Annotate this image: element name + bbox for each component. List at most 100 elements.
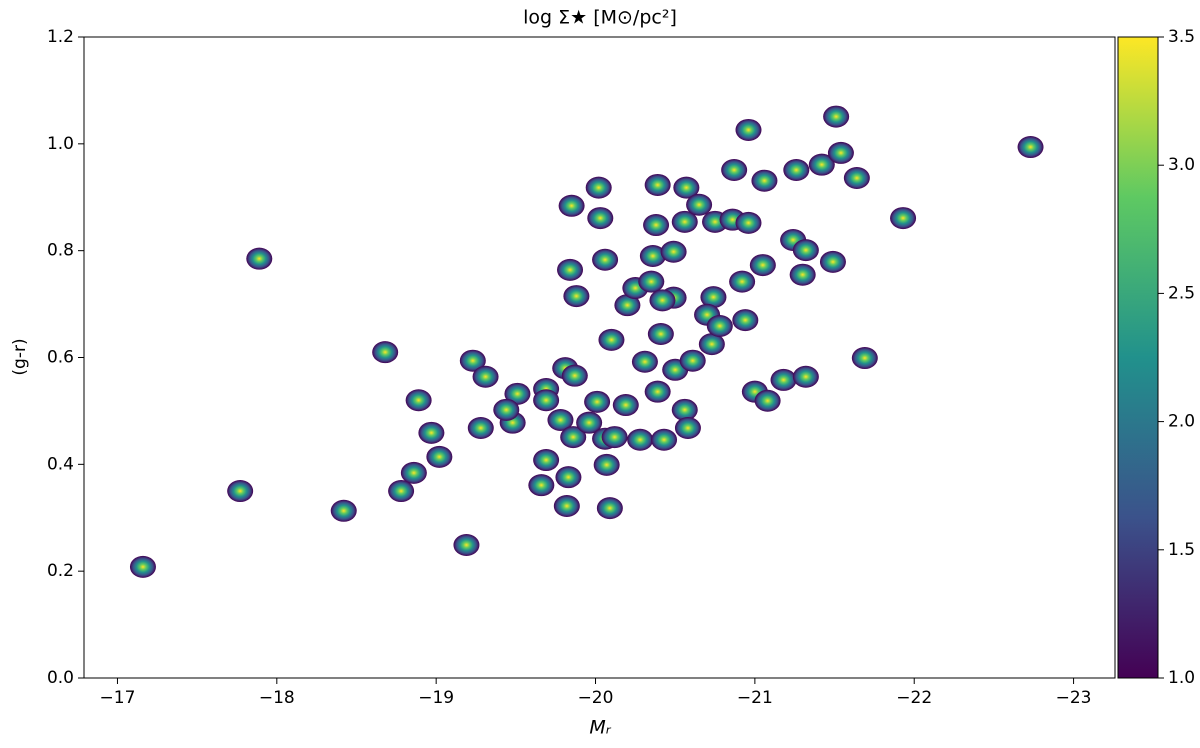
galaxy <box>647 322 674 345</box>
galaxy <box>651 428 678 451</box>
galaxy <box>732 309 759 332</box>
galaxy <box>679 349 706 372</box>
galaxy <box>819 250 846 273</box>
galaxy <box>584 390 611 413</box>
galaxy <box>493 398 520 421</box>
galaxy <box>453 533 480 556</box>
colorbar-tick-label: 3.5 <box>1168 27 1195 47</box>
galaxy <box>129 555 156 578</box>
galaxy <box>851 347 878 370</box>
galaxy <box>533 449 560 472</box>
galaxy <box>649 289 676 312</box>
galaxy <box>754 389 781 412</box>
galaxy <box>372 341 399 364</box>
plot-frame <box>83 36 1116 679</box>
y-tick-label: 0.2 <box>47 561 74 581</box>
galaxy <box>459 349 486 372</box>
galaxy <box>598 328 625 351</box>
galaxy <box>596 497 623 520</box>
galaxy <box>789 263 816 286</box>
galaxy <box>418 421 445 444</box>
galaxy <box>631 350 658 373</box>
x-tick-label: −19 <box>418 688 454 708</box>
galaxy <box>553 494 580 517</box>
colorbar-tick-label: 1.0 <box>1168 668 1195 688</box>
galaxy <box>644 173 671 196</box>
galaxy <box>700 286 727 309</box>
galaxy <box>735 211 762 234</box>
y-tick-label: 1.2 <box>47 27 74 47</box>
galaxy <box>792 365 819 388</box>
galaxy <box>1017 136 1044 159</box>
galaxy <box>400 461 427 484</box>
y-tick-label: 0.0 <box>47 668 74 688</box>
galaxy <box>558 194 585 217</box>
y-tick-label: 0.6 <box>47 348 74 368</box>
galaxy <box>528 474 555 497</box>
galaxy <box>671 210 698 233</box>
galaxy <box>504 382 531 405</box>
galaxy <box>426 445 453 468</box>
galaxy <box>827 141 854 164</box>
galaxy <box>593 453 620 476</box>
galaxy <box>671 398 698 421</box>
galaxy <box>729 270 756 293</box>
galaxy <box>823 105 850 128</box>
colorbar <box>1117 36 1159 679</box>
galaxy <box>388 480 415 503</box>
galaxy <box>721 159 748 182</box>
galaxy <box>686 193 713 216</box>
galaxy <box>643 214 670 237</box>
x-tick-label: −20 <box>578 688 614 708</box>
galaxy <box>467 417 494 440</box>
galaxy <box>592 248 619 271</box>
x-axis-label: Mᵣ <box>589 717 611 739</box>
galaxy <box>576 411 603 434</box>
x-tick-label: −18 <box>259 688 295 708</box>
x-tick-label: −22 <box>896 688 932 708</box>
galaxy <box>627 428 654 451</box>
y-axis-label: (g-r) <box>10 338 30 375</box>
galaxy <box>698 333 725 356</box>
galaxy <box>638 270 665 293</box>
galaxy <box>808 153 835 176</box>
chart-title: log Σ★ [M⊙/pc²] <box>523 7 677 29</box>
galaxy <box>673 176 700 199</box>
colorbar-tick-label: 3.0 <box>1168 155 1195 175</box>
x-tick-label: −21 <box>737 688 773 708</box>
galaxy <box>330 499 357 522</box>
galaxy <box>749 254 776 277</box>
y-tick-label: 0.8 <box>47 241 74 261</box>
galaxy <box>735 118 762 141</box>
galaxy <box>246 247 273 270</box>
galaxy <box>639 245 666 268</box>
galaxy <box>644 380 671 403</box>
galaxy <box>405 389 432 412</box>
colorbar-tick-label: 1.5 <box>1168 540 1195 560</box>
galaxy <box>751 169 778 192</box>
galaxy <box>843 167 870 190</box>
x-tick-label: −17 <box>100 688 136 708</box>
galaxy <box>783 159 810 182</box>
galaxy <box>770 368 797 391</box>
galaxy <box>612 394 639 417</box>
galaxy <box>674 417 701 440</box>
galaxy <box>614 294 641 317</box>
y-tick-label: 0.4 <box>47 454 74 474</box>
galaxy <box>890 207 917 230</box>
galaxy <box>533 389 560 412</box>
galaxy <box>547 408 574 431</box>
x-tick-label: −23 <box>1056 688 1092 708</box>
galaxy <box>557 258 584 281</box>
galaxy <box>587 207 614 230</box>
colorbar-tick-label: 2.5 <box>1168 283 1195 303</box>
galaxy <box>563 285 590 308</box>
galaxy <box>660 240 687 263</box>
galaxy <box>560 426 587 449</box>
galaxy <box>585 176 612 199</box>
galaxy <box>706 314 733 337</box>
galaxy <box>792 239 819 262</box>
galaxy <box>472 365 499 388</box>
galaxy <box>555 466 582 489</box>
